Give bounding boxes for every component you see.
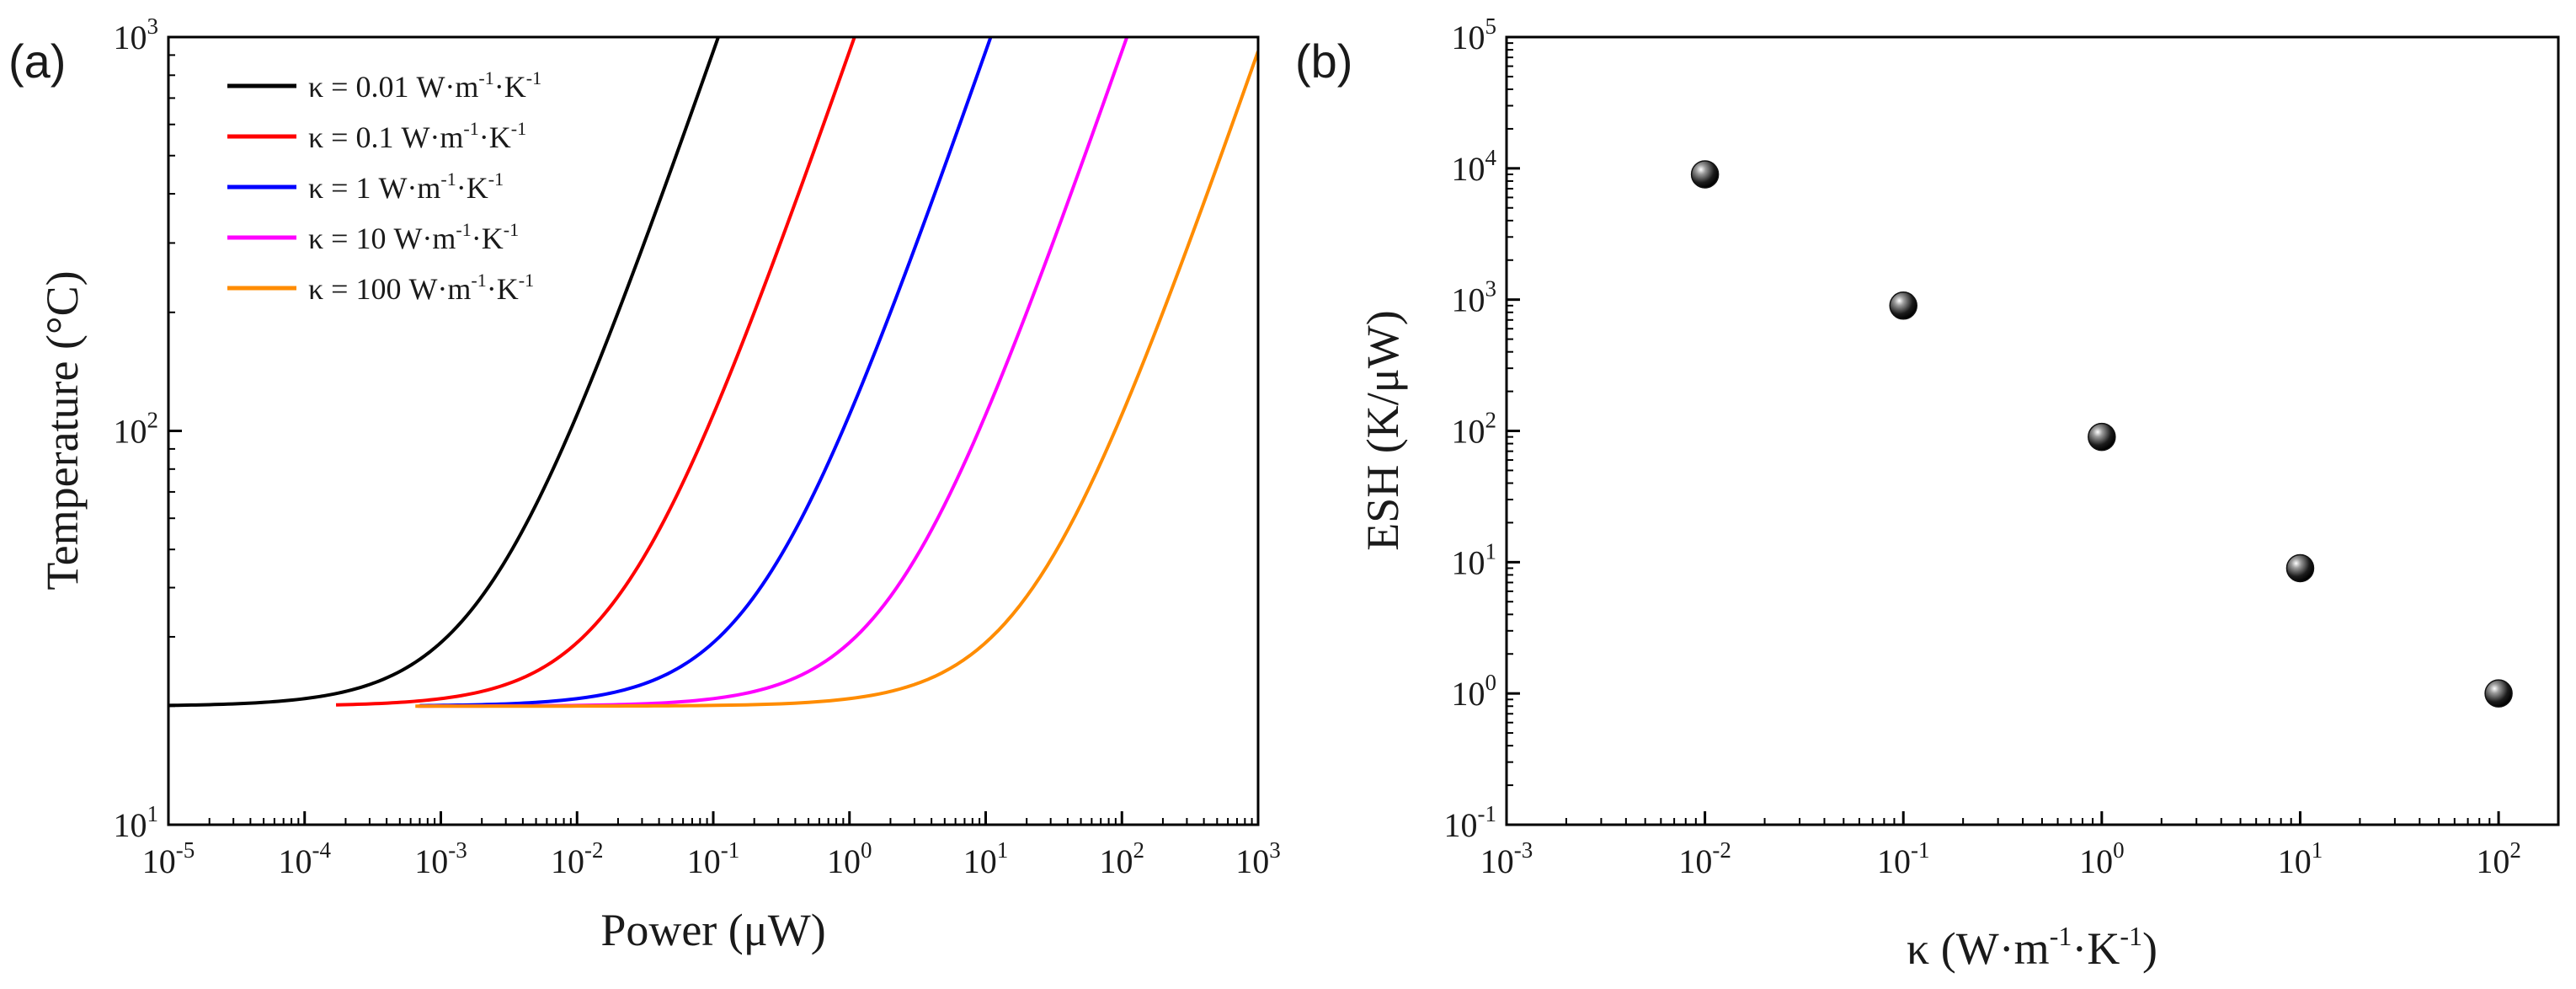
panel-a-x-tick-label: 10-2 xyxy=(551,837,604,880)
panel-b-x-tick-label: 100 xyxy=(2079,837,2125,880)
panel-b-y-tick-label: 103 xyxy=(1452,276,1497,319)
panel-a-y-tick-label: 102 xyxy=(114,408,159,451)
panel-b-x-tick-label: 102 xyxy=(2476,837,2521,880)
panel-b-y-tick-label: 101 xyxy=(1452,538,1497,581)
panel-b-axes-frame xyxy=(1505,35,2560,826)
panel-a-series-line-1 xyxy=(168,37,720,708)
panel-b-y-ticks: 10-1 100 101 102 103 104 105 xyxy=(1444,13,1520,844)
panel-b-y-tick-label: 100 xyxy=(1452,670,1497,713)
panel-b-data-point-4 xyxy=(2285,553,2315,583)
panel-a-x-tick-label: 10-5 xyxy=(142,837,195,880)
panel-a: (a) 10-5 10-4 10-3 10-2 10-1 100 101 102 103 101… xyxy=(8,13,1281,955)
panel-b-y-tick-label: 10-1 xyxy=(1444,801,1497,844)
panel-b-x-tick-label: 10-1 xyxy=(1877,837,1930,880)
panel-a-x-tick-label: 101 xyxy=(963,837,1009,880)
panel-a-x-tick-label: 10-1 xyxy=(687,837,740,880)
panel-b-x-tick-label: 101 xyxy=(2278,837,2323,880)
panel-a-legend: κ = 0.01 W·m-1·K-1 κ = 0.1 W·m-1·K-1 κ = 1… xyxy=(227,67,541,306)
panel-b-x-axis-label: κ (W·m-1·K-1) xyxy=(1907,921,2157,974)
panel-a-y-axis-label: Temperature (°C) xyxy=(37,270,88,590)
panel-b-y-axis-label: ESH (K/μW) xyxy=(1357,310,1408,550)
panel-b-y-tick-label: 102 xyxy=(1452,408,1497,451)
panel-b-data-point-1 xyxy=(1690,160,1720,189)
panel-a-series-line-5 xyxy=(415,51,1258,708)
panel-b-data-point-3 xyxy=(2088,422,2116,452)
panel-a-y-tick-label: 101 xyxy=(114,801,159,844)
panel-a-series-line-2 xyxy=(335,37,856,707)
panel-a-y-tick-label: 103 xyxy=(114,13,159,56)
panel-a-x-tick-label: 10-3 xyxy=(414,837,467,880)
panel-a-legend-entry: κ = 1 W·m-1·K-1 xyxy=(308,168,504,205)
panel-a-y-ticks: 101 102 103 xyxy=(114,13,182,844)
panel-b-y-tick-label: 104 xyxy=(1452,145,1497,188)
panel-b-x-tick-label: 10-3 xyxy=(1480,837,1533,880)
panel-b-data-point-2 xyxy=(1889,291,1917,320)
panel-a-series xyxy=(168,37,1258,708)
panel-b-x-ticks: 10-3 10-2 10-1 100 101 102 xyxy=(1480,811,2559,880)
panel-a-series-line-3 xyxy=(419,37,993,708)
panel-a-x-tick-label: 102 xyxy=(1100,837,1145,880)
panel-a-x-tick-label: 100 xyxy=(827,837,872,880)
panel-a-label: (a) xyxy=(8,35,66,88)
panel-a-legend-entry: κ = 100 W·m-1·K-1 xyxy=(308,270,534,306)
panel-b-label: (b) xyxy=(1295,35,1352,88)
panel-a-legend-entry: κ = 0.1 W·m-1·K-1 xyxy=(308,118,526,154)
panel-b-points xyxy=(1690,160,2513,708)
panel-a-x-tick-label: 103 xyxy=(1235,837,1281,880)
panel-a-legend-entry: κ = 0.01 W·m-1·K-1 xyxy=(308,67,541,104)
panel-b-y-tick-label: 105 xyxy=(1452,13,1497,56)
panel-b: (b) 10-3 10-2 10-1 100 101 102 10-11001011021… xyxy=(1295,13,2560,974)
panel-a-legend-entry: κ = 10 W·m-1·K-1 xyxy=(308,219,519,255)
panel-b-x-tick-label: 10-2 xyxy=(1678,837,1731,880)
panel-b-data-point-5 xyxy=(2484,679,2513,708)
panel-a-x-tick-label: 10-4 xyxy=(279,837,332,880)
panel-a-x-axis-label: Power (μW) xyxy=(600,905,825,955)
panel-a-x-ticks: 10-5 10-4 10-3 10-2 10-1 100 101 102 103 xyxy=(142,811,1281,880)
